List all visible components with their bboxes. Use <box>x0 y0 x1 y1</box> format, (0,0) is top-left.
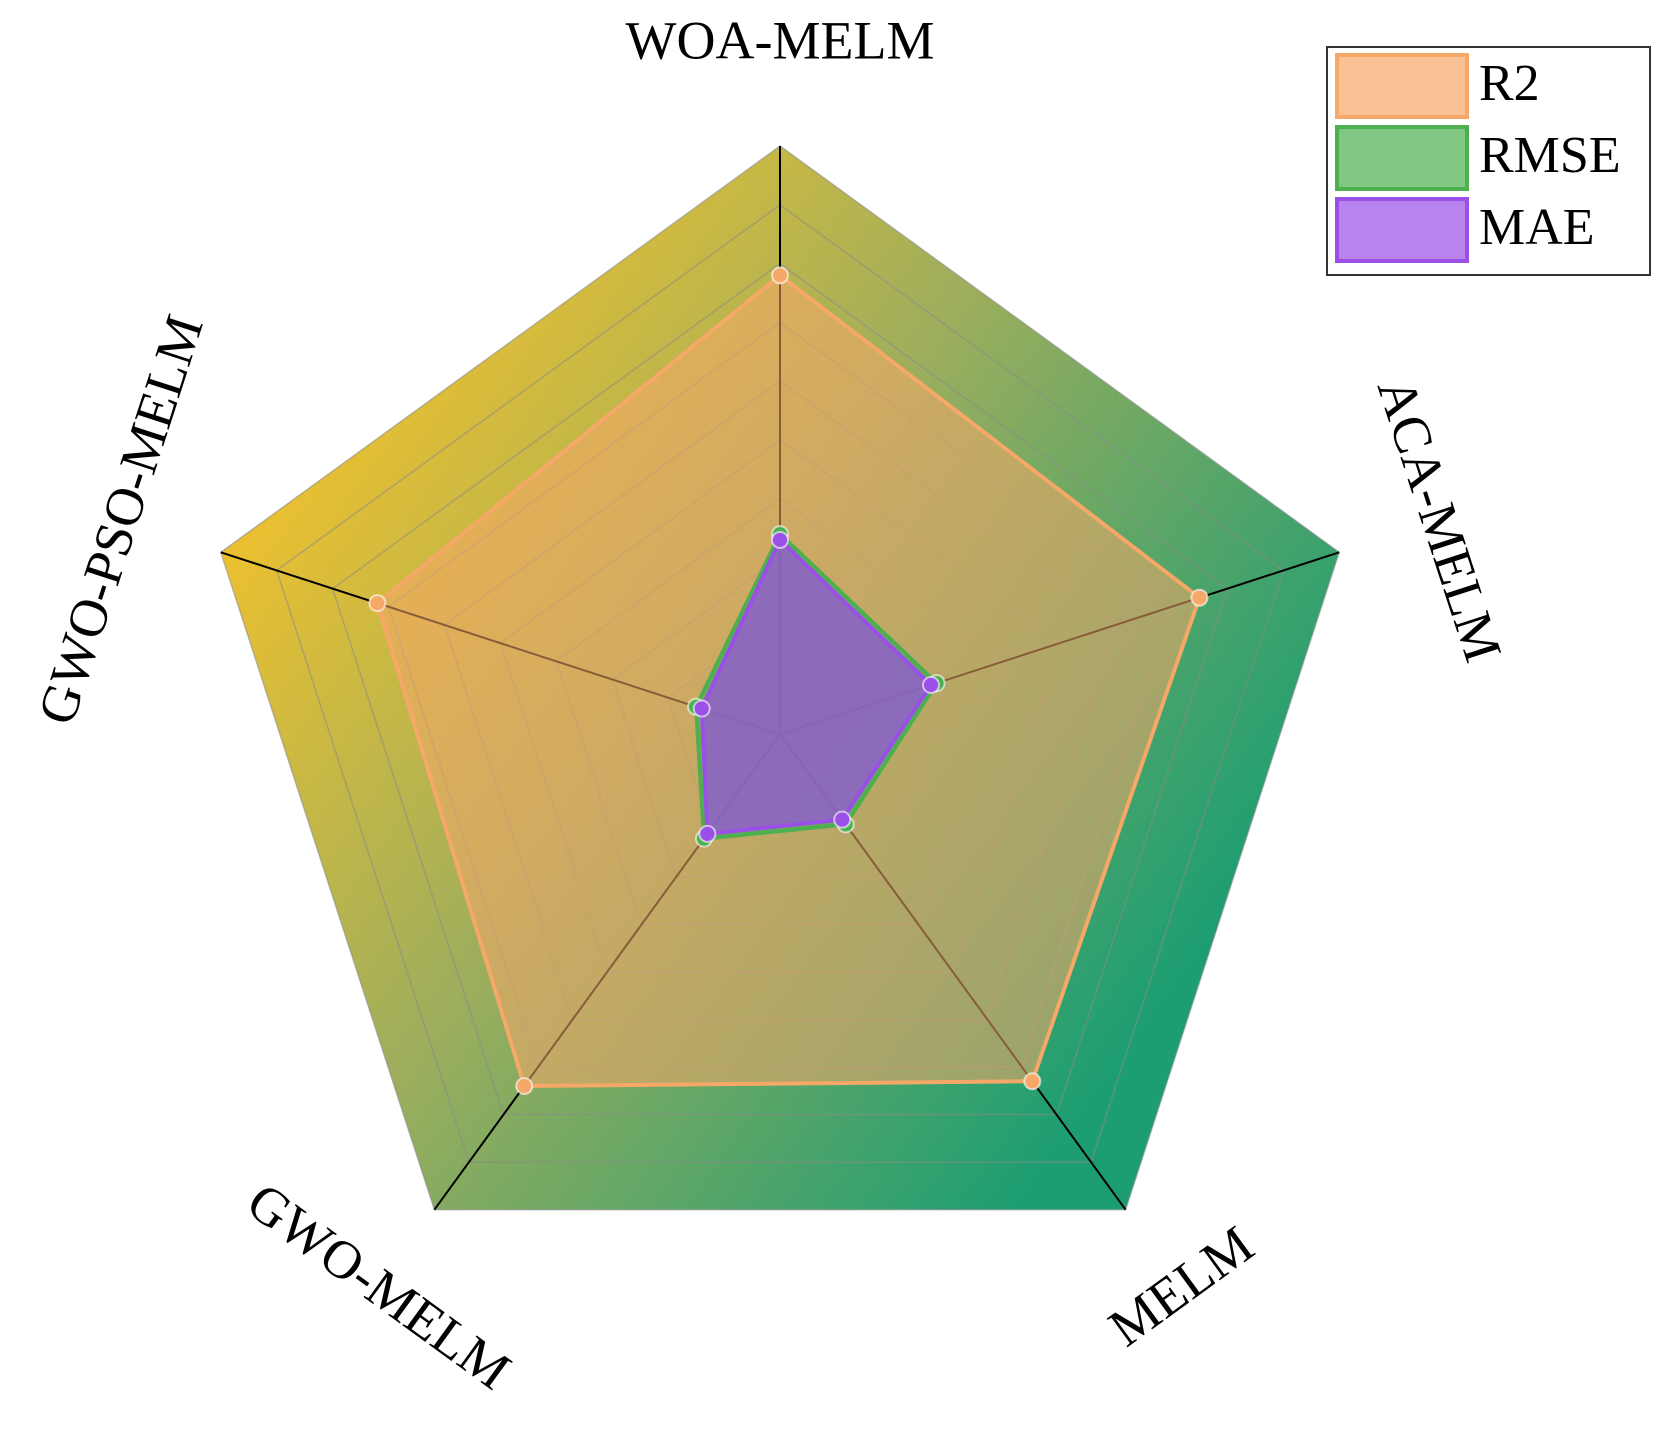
series-point <box>515 1077 534 1096</box>
series-point <box>771 266 789 285</box>
legend-label: R2 <box>1479 55 1540 112</box>
series-point <box>692 699 711 718</box>
legend-swatch <box>1335 53 1469 119</box>
grid-ring <box>219 145 1341 1211</box>
series-point <box>833 810 852 829</box>
legend-label: MAE <box>1479 199 1595 256</box>
category-label: MELM <box>1098 1214 1264 1358</box>
series-area <box>699 536 934 837</box>
series-point <box>1023 1072 1042 1091</box>
category-label: ACA-MELM <box>1366 371 1514 669</box>
series-point <box>921 675 940 694</box>
series-point <box>771 530 789 549</box>
legend-swatch <box>1335 197 1469 263</box>
legend-swatch <box>1335 125 1469 191</box>
grid-ring <box>275 203 1285 1163</box>
series-point <box>368 594 387 613</box>
series-point <box>698 824 717 843</box>
category-label: WOA-MELM <box>626 10 935 70</box>
series-point <box>1190 588 1209 607</box>
category-label: GWO-PSO-MELM <box>26 308 215 732</box>
grid-ring <box>331 262 1229 1116</box>
legend-label: RMSE <box>1479 127 1621 184</box>
